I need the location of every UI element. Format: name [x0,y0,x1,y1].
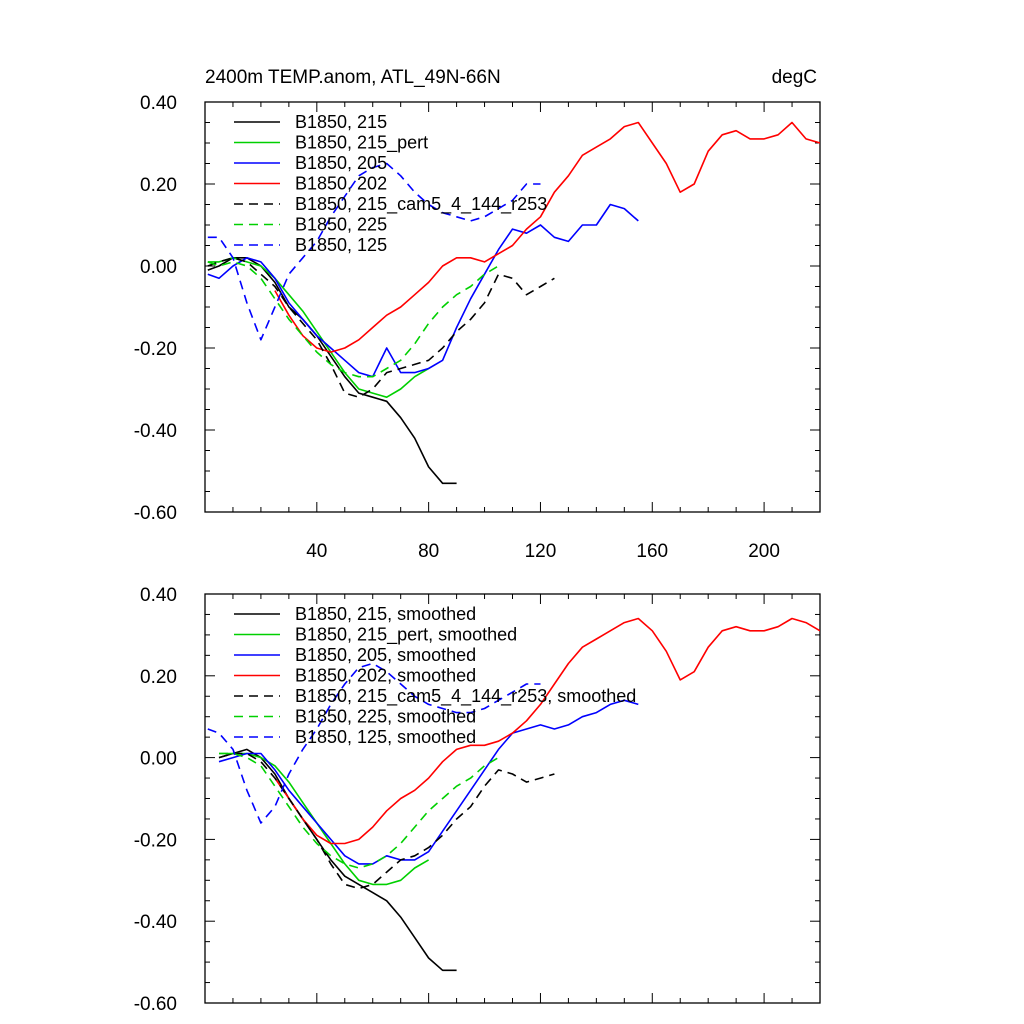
units-label: degC [772,67,817,88]
legend-label: B1850, 202 [295,174,387,194]
legend-label: B1850, 215 [295,112,387,132]
y-tick-label: -0.20 [134,339,177,360]
legend-label: B1850, 215_cam5_4_144_r253, smoothed [295,686,636,707]
series-line-3 [207,203,639,378]
series-lines [207,617,820,972]
legend-label: B1850, 225 [295,215,387,235]
y-tick-label: 0.00 [140,257,177,278]
series-line-5 [218,752,555,890]
series-line-4 [274,617,820,845]
y-tick-label: 0.40 [140,93,177,114]
series-line-2 [219,752,430,886]
series-line-4 [274,121,820,353]
series-lines [207,121,820,485]
y-tick-label: -0.60 [134,503,177,524]
legend-label: B1850, 125, smoothed [295,727,476,747]
series-line-7 [207,662,541,824]
legend-label: B1850, 215_pert, smoothed [295,625,517,646]
legend-label: B1850, 215, smoothed [295,604,476,624]
x-tick-label: 120 [525,541,557,562]
y-tick-label: -0.40 [134,421,177,442]
legend-label: B1850, 125 [295,235,387,255]
legend-label: B1850, 205 [295,153,387,173]
legend-label: B1850, 205, smoothed [295,645,476,665]
legend-label: B1850, 202, smoothed [295,666,476,686]
series-line-2 [207,257,430,398]
y-tick-label: -0.20 [134,830,177,851]
chart-title: 2400m TEMP.anom, ATL_49N-66N [205,67,501,88]
y-tick-label: 0.20 [140,667,177,688]
bottom-panel: 0.40 0.20 0.00 -0.20 -0.40 -0.60 B1850, 215, s… [134,585,821,1015]
x-tick-label: 80 [418,541,439,562]
series-line-6 [207,261,499,378]
y-tick-label: -0.60 [134,994,177,1015]
series-line-5 [207,257,555,398]
legend-label: B1850, 215_cam5_4_144_r253 [295,194,547,215]
series-line-3 [218,699,639,865]
y-tick-label: -0.40 [134,912,177,933]
series-line-7 [207,162,541,341]
y-tick-label: 0.40 [140,585,177,606]
top-panel: 0.40 0.20 0.00 -0.20 -0.40 -0.60 40 80 120 160 200… [134,67,821,562]
legend-label: B1850, 225, smoothed [295,707,476,727]
x-tick-label: 200 [748,541,780,562]
y-tick-label: 0.00 [140,749,177,770]
legend-label: B1850, 215_pert [295,133,428,154]
x-tick-label: 40 [306,541,327,562]
y-tick-label: 0.20 [140,175,177,196]
series-line-6 [219,752,499,869]
x-tick-label: 160 [636,541,668,562]
